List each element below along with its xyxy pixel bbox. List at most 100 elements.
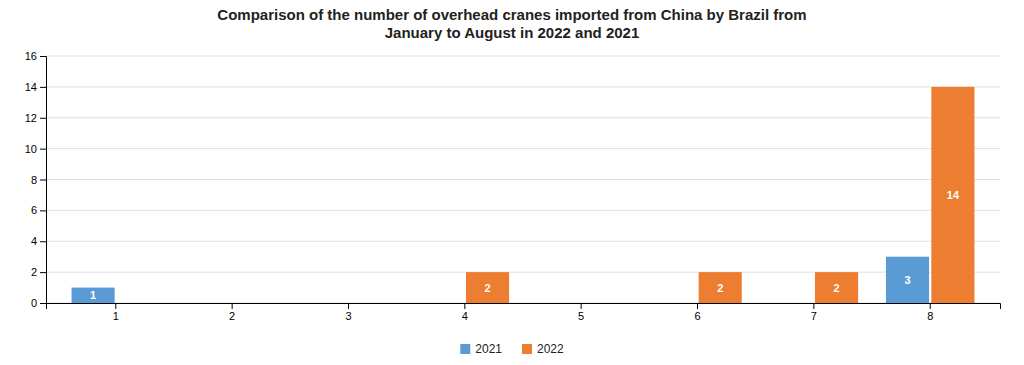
legend-swatch (522, 344, 532, 354)
tick: 12 (25, 112, 46, 124)
data-label: 1 (90, 289, 96, 301)
tick-label: 10 (25, 143, 37, 155)
tick-mark (581, 303, 582, 309)
tick-mark (115, 303, 116, 309)
tick: 16 (25, 50, 46, 62)
tick-label: 3 (345, 310, 351, 322)
tick: 4 (31, 235, 46, 247)
legend: 2021 2022 (460, 342, 564, 356)
tick-label: 5 (578, 310, 584, 322)
tick-label: 4 (31, 235, 37, 247)
grid (46, 56, 1000, 303)
data-label: 2 (717, 282, 723, 294)
tick-label: 12 (25, 112, 37, 124)
tick-label: 6 (694, 310, 700, 322)
data-label: 2 (833, 282, 839, 294)
tick-label: 4 (462, 310, 468, 322)
bar (886, 257, 929, 303)
tick-mark (930, 303, 931, 309)
bar (770, 303, 813, 304)
legend-item: 2022 (522, 342, 564, 356)
tick-mark (40, 272, 46, 273)
tick-label: 7 (811, 310, 817, 322)
tick-mark (232, 303, 233, 309)
axis-line (40, 57, 47, 304)
bar (421, 303, 464, 304)
bar (117, 303, 160, 304)
bar (304, 303, 347, 304)
legend-label: 2021 (475, 342, 502, 356)
tick-label: 8 (927, 310, 933, 322)
legend-swatch (460, 344, 470, 354)
tick: 6 (31, 204, 46, 216)
bar (72, 288, 115, 303)
grid-line (46, 241, 1000, 242)
title-line: Comparison of the number of overhead cra… (217, 6, 806, 23)
tick-label: 2 (31, 266, 37, 278)
tick-mark (40, 149, 46, 150)
bar (931, 87, 974, 303)
tick: 0 (31, 297, 46, 309)
axis-line (47, 304, 1001, 310)
bar (188, 303, 231, 304)
tick: 4 (462, 303, 468, 322)
bar (582, 303, 625, 304)
data-label: 14 (947, 189, 960, 201)
tick: 2 (229, 303, 235, 322)
tick: 14 (25, 81, 46, 93)
data-label: 3 (904, 274, 910, 286)
tick: 1 (113, 303, 119, 322)
tick: 6 (694, 303, 700, 322)
plot-area (72, 87, 975, 303)
tick-label: 0 (31, 297, 37, 309)
chart: Comparison of the number of overhead cra… (0, 0, 1024, 365)
bar (699, 272, 742, 303)
bar (653, 303, 696, 304)
bar-series (72, 257, 930, 303)
data-label: 2 (484, 282, 490, 294)
tick-label: 14 (25, 81, 37, 93)
tick-mark (40, 180, 46, 181)
tick-mark (697, 303, 698, 309)
tick-mark (348, 303, 349, 309)
tick-mark (813, 303, 814, 309)
tick: 3 (345, 303, 351, 322)
tick-label: 6 (31, 204, 37, 216)
tick: 8 (31, 174, 46, 186)
tick-mark (40, 303, 46, 304)
grid-line (46, 179, 1000, 180)
tick-mark (40, 210, 46, 211)
tick: 8 (927, 303, 933, 322)
tick-mark (40, 118, 46, 119)
tick: 5 (578, 303, 584, 322)
bar (537, 303, 580, 304)
bar (350, 303, 393, 304)
tick-label: 16 (25, 50, 37, 62)
bar (233, 303, 276, 304)
tick: 10 (25, 143, 46, 155)
grid-line (46, 210, 1000, 211)
bar (815, 272, 858, 303)
y-axis: 0 2 4 6 8 10 12 14 16 (25, 50, 47, 309)
grid-line (46, 86, 1000, 87)
title-line: January to August in 2022 and 2021 (385, 24, 640, 41)
legend-item: 2021 (460, 342, 502, 356)
tick-mark (40, 87, 46, 88)
tick-label: 2 (229, 310, 235, 322)
tick-mark (40, 241, 46, 242)
data-labels: 1 3 2 2 2 14 (90, 189, 960, 301)
grid-line (46, 56, 1000, 57)
tick: 7 (811, 303, 817, 322)
grid-line (46, 117, 1000, 118)
bar (466, 272, 509, 303)
grid-line (46, 148, 1000, 149)
title: Comparison of the number of overhead cra… (217, 6, 806, 41)
legend-label: 2022 (537, 342, 564, 356)
tick: 2 (31, 266, 46, 278)
tick-mark (464, 303, 465, 309)
tick-label: 8 (31, 174, 37, 186)
tick-label: 1 (113, 310, 119, 322)
bar-series (466, 87, 974, 303)
tick-mark (40, 56, 46, 57)
x-axis: 1 2 3 4 5 6 7 8 (47, 303, 1001, 322)
